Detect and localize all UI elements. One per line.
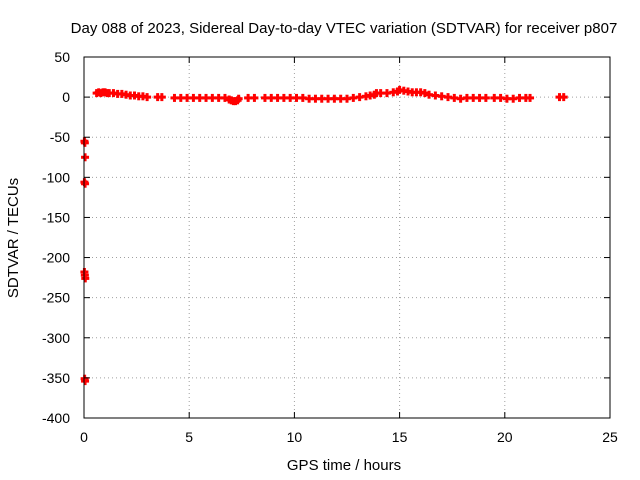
data-point xyxy=(559,93,568,102)
data-point xyxy=(250,93,259,102)
y-tick-label: -300 xyxy=(42,330,70,346)
x-tick-label: 5 xyxy=(185,429,193,445)
data-point xyxy=(526,93,535,102)
y-tick-label: -50 xyxy=(50,129,70,145)
data-point xyxy=(157,93,166,102)
data-point xyxy=(234,94,243,103)
x-tick-label: 15 xyxy=(392,429,408,445)
x-tick-label: 20 xyxy=(497,429,513,445)
y-tick-label: -350 xyxy=(42,370,70,386)
data-point xyxy=(81,179,90,188)
y-tick-label: -400 xyxy=(42,410,70,426)
x-tick-label: 10 xyxy=(287,429,303,445)
y-tick-label: -200 xyxy=(42,250,70,266)
chart-title: Day 088 of 2023, Sidereal Day-to-day VTE… xyxy=(71,20,618,37)
y-tick-label: -150 xyxy=(42,209,70,225)
y-tick-label: -100 xyxy=(42,169,70,185)
data-point xyxy=(81,377,90,386)
data-point xyxy=(81,153,90,162)
tick-labels: 0 5 10 15 20 25 50 0 -50 -100 -150 -200 -250 -300 -350… xyxy=(42,49,618,445)
y-axis-label: SDTVAR / TECUs xyxy=(5,178,22,298)
axis-ticks xyxy=(83,56,611,419)
data-point xyxy=(420,89,429,98)
plot-frame xyxy=(83,56,611,419)
x-tick-label: 0 xyxy=(80,429,88,445)
x-axis-label: GPS time / hours xyxy=(287,457,401,474)
data-point xyxy=(81,274,90,283)
data-point xyxy=(220,93,229,102)
data-point xyxy=(143,93,152,102)
y-tick-label: 0 xyxy=(62,89,70,105)
x-tick-label: 25 xyxy=(602,429,618,445)
y-tick-label: -250 xyxy=(42,290,70,306)
y-tick-label: 50 xyxy=(54,49,70,65)
data-point xyxy=(481,93,490,102)
data-point xyxy=(80,138,89,147)
